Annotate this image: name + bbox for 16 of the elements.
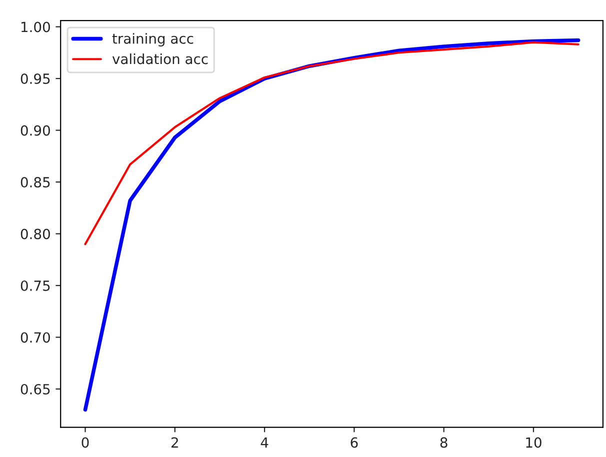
x-tick-label: 4 <box>260 437 268 448</box>
y-tick-label: 0.75 <box>20 280 50 291</box>
y-tick-label: 0.80 <box>20 228 50 240</box>
legend-label: training acc <box>112 33 194 47</box>
y-tick-label: 0.70 <box>20 332 50 343</box>
y-tick-label: 0.85 <box>20 176 50 188</box>
y-tick-label: 0.90 <box>20 125 50 136</box>
legend-label: validation acc <box>112 53 208 64</box>
x-tick-label: 0 <box>82 437 89 448</box>
x-tick-label: 10 <box>526 437 542 448</box>
x-tick-label: 2 <box>172 437 178 448</box>
y-tick-label: 1.00 <box>21 22 50 32</box>
y-tick-label: 0.65 <box>20 384 50 394</box>
x-tick-label: 8 <box>440 437 448 448</box>
y-tick-label: 0.95 <box>20 73 50 84</box>
x-tick-label: 6 <box>350 437 358 448</box>
